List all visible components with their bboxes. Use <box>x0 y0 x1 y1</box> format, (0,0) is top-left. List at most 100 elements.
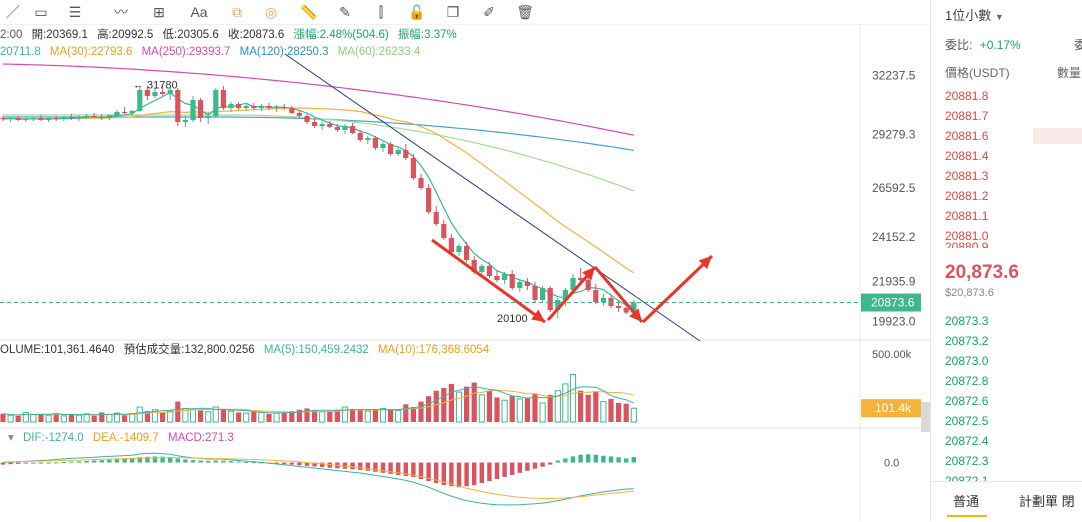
ask-row[interactable]: 20881.6 <box>945 129 989 143</box>
lock-icon[interactable]: 🔓 <box>408 3 426 20</box>
tab-active-indicator <box>947 515 987 517</box>
bid-row[interactable]: 20872.3 <box>945 454 989 468</box>
ask-row[interactable]: 20881.7 <box>945 109 989 123</box>
ma250-line <box>2 63 634 136</box>
bid-row[interactable]: 20872.5 <box>945 414 989 428</box>
candle-body <box>129 111 135 113</box>
macd-bar <box>107 459 112 463</box>
candle-body <box>289 108 295 113</box>
macd-legend: ▾ DIF:-1274.0 DEA:-1409.7 MACD:271.3 <box>8 430 240 444</box>
candle-body <box>53 118 59 119</box>
ask-row[interactable]: 20881.1 <box>945 209 989 223</box>
tab-plan[interactable]: 計劃單 閉 <box>1019 494 1075 509</box>
macd-bar <box>578 454 583 463</box>
candle-body <box>30 118 36 119</box>
macd-bar <box>228 461 234 463</box>
macd-bar <box>8 462 13 465</box>
volume-bar <box>75 414 83 423</box>
interval-select[interactable]: 1位小數 ▼ <box>945 5 1004 24</box>
bid-row[interactable]: 20872.1 <box>945 474 989 482</box>
volume-bar <box>455 391 463 423</box>
copy-icon[interactable]: ❐ <box>446 3 460 20</box>
bid-row[interactable]: 20872.6 <box>945 394 989 408</box>
candle-body <box>585 280 591 290</box>
macd-bar <box>487 462 492 482</box>
candle-body <box>84 116 90 117</box>
dea-line <box>2 457 634 499</box>
candle-body <box>312 122 318 126</box>
rectangle-icon[interactable]: ▭ <box>34 3 48 20</box>
ask-row[interactable]: 20881.0 <box>945 229 989 243</box>
close-value: 收:20873.6 <box>228 29 285 41</box>
macd-collapse-icon[interactable]: ▾ <box>8 432 14 444</box>
bid-row[interactable]: 20872.8 <box>945 374 989 388</box>
ring-icon[interactable]: ◎ <box>264 3 278 20</box>
volume-bar <box>433 390 439 422</box>
trash-icon[interactable]: 🗑 <box>516 3 534 20</box>
macd-bar <box>570 456 576 463</box>
last-price-usd: $20,873.6 <box>945 287 994 299</box>
line-tool-icon[interactable]: ／ <box>6 4 20 20</box>
chart-area[interactable]: 2:00 開:20369.1 高:20992.5 低:20305.6 收:208… <box>0 24 930 521</box>
macd-bar <box>456 462 462 488</box>
volume-bar <box>364 410 371 423</box>
macd-bar <box>403 462 408 476</box>
hlines-icon[interactable]: ☰ <box>68 3 82 20</box>
text-icon[interactable]: Aa <box>190 4 208 20</box>
bid-row[interactable]: 20873.3 <box>945 314 989 328</box>
candle-body <box>540 288 546 300</box>
scrollbar-thumb[interactable] <box>921 402 930 432</box>
candlestick-chart: 32237.5 29279.3 26592.5 24152.2 21935.9 19923… <box>0 24 930 521</box>
price-column-header: 價格(USDT) <box>945 66 1010 80</box>
candle-body <box>319 124 325 126</box>
change-value: 漲幅:2.48%(504.6) <box>293 29 389 41</box>
tab-normal[interactable]: 普通 <box>953 494 980 509</box>
ask-row[interactable]: 20881.8 <box>945 89 989 103</box>
volume-bar <box>281 412 287 422</box>
pen-icon[interactable]: ✎ <box>339 3 351 20</box>
drawing-toolbar: ／ ▭ ☰ 〰 ⊞ Aa ⧉ ◎ 📏 ✎ ⫿ 🔓 ❐ ✐ 🗑 <box>0 0 930 25</box>
macd-bar <box>472 462 477 486</box>
bid-row[interactable]: 20873.2 <box>945 334 989 348</box>
ask-row[interactable]: 20881.2 <box>945 189 989 203</box>
macd-bar <box>525 462 530 471</box>
macd-bar <box>282 462 287 465</box>
volume-bar <box>524 397 530 422</box>
volume-bar <box>45 414 52 423</box>
candles-icon[interactable]: ⫿ <box>378 3 384 20</box>
macd-bar <box>61 461 66 463</box>
last-price[interactable]: 20,873.6 <box>945 262 1019 283</box>
macd-bar <box>221 460 226 463</box>
volume-bar <box>68 414 74 422</box>
edit-icon[interactable]: ✐ <box>483 3 495 20</box>
macd-bar <box>84 460 89 463</box>
ohlc-header: 2:00 開:20369.1 高:20992.5 低:20305.6 收:208… <box>0 26 463 42</box>
macd-bar <box>380 462 386 473</box>
macd-bar <box>593 454 598 463</box>
candle-body <box>46 118 52 120</box>
volume-bar <box>15 415 21 422</box>
volume-bar <box>160 412 166 422</box>
ma120-value: MA(120):28250.3 <box>239 46 329 58</box>
candle-body <box>593 290 599 302</box>
candle-body <box>243 106 249 108</box>
bid-row[interactable]: 20873.0 <box>945 354 989 368</box>
bid-row[interactable]: 20872.4 <box>945 434 989 448</box>
crosshair-icon[interactable]: ⊞ <box>153 3 165 20</box>
candle-body <box>198 100 204 118</box>
vol-ma5-value: MA(5):150,459.2432 <box>263 344 369 356</box>
candle-body <box>296 113 302 116</box>
wave-icon[interactable]: 〰 <box>114 4 128 20</box>
ruler-icon[interactable]: 📏 <box>300 3 318 20</box>
macd-bar <box>418 462 424 479</box>
macd-bar <box>312 462 317 467</box>
candle-body <box>76 117 82 118</box>
ask-row[interactable]: 20881.4 <box>945 149 989 163</box>
chevron-down-icon: ▼ <box>994 12 1004 22</box>
candle-body <box>61 117 67 119</box>
ma60-line <box>3 114 635 192</box>
fib-icon[interactable]: ⧉ <box>232 3 242 20</box>
ratio-value: +0.17% <box>979 38 1021 52</box>
ask-row[interactable]: 20881.3 <box>945 169 989 183</box>
ask-row[interactable]: 20880.9 <box>945 240 989 248</box>
